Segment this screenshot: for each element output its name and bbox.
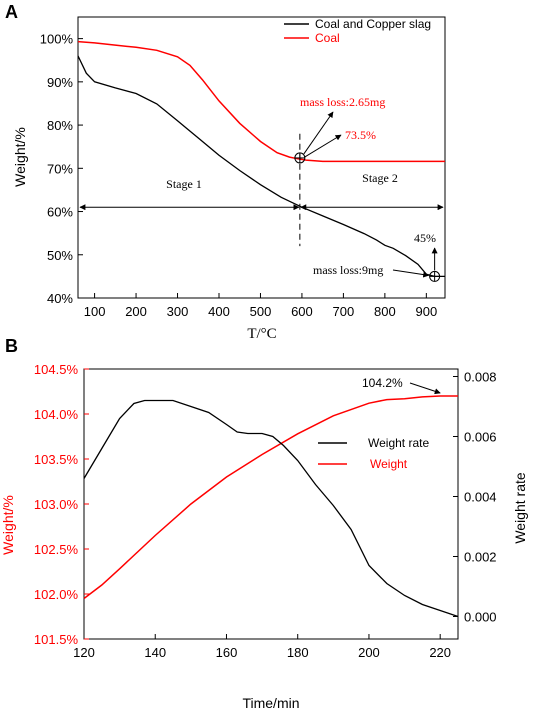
panel-b-ylabel-left: Weight/% bbox=[0, 495, 16, 555]
b-y-left-tick-label: 103.5% bbox=[34, 452, 79, 467]
b-y-left-tick-label: 101.5% bbox=[34, 632, 79, 647]
a-x-tick-label: 400 bbox=[208, 304, 230, 319]
a-y-tick-label: 60% bbox=[47, 205, 73, 220]
panel-a-label: A bbox=[5, 2, 18, 22]
annotation-45: 45% bbox=[414, 231, 436, 245]
b-x-tick-label: 160 bbox=[216, 645, 238, 660]
marker-mix-end bbox=[429, 270, 441, 282]
b-y-right-tick-label: 0.008 bbox=[464, 370, 497, 385]
panel-b-label: B bbox=[5, 336, 18, 356]
a-x-tick-label: 600 bbox=[291, 304, 313, 319]
series-coal-line bbox=[77, 40, 445, 163]
b-x-tick-label: 220 bbox=[429, 645, 451, 660]
annotation-mass-loss-coal: mass loss:2.65mg bbox=[300, 95, 385, 109]
a-x-tick-label: 800 bbox=[374, 304, 396, 319]
annotation-73-5: 73.5% bbox=[345, 128, 376, 142]
b-x-tick-label: 200 bbox=[358, 645, 380, 660]
panel-b-ylabel-right: Weight rate bbox=[512, 472, 528, 544]
annotation-arrow-104-2 bbox=[409, 382, 441, 395]
b-y-left-tick-label: 104.0% bbox=[34, 407, 79, 422]
a-x-tick-label: 200 bbox=[125, 304, 147, 319]
legend-b-label-rate: Weight rate bbox=[368, 436, 429, 450]
b-y-left-tick-label: 103.0% bbox=[34, 497, 79, 512]
legend-b-label-weight: Weight bbox=[370, 457, 408, 471]
panel-a-plot-frame bbox=[77, 16, 446, 299]
annotation-mass-loss-mix: mass loss:9mg bbox=[313, 263, 383, 277]
a-x-tick-label: 300 bbox=[167, 304, 189, 319]
series-weight-line bbox=[83, 395, 458, 600]
b-y-right-tick-label: 0.006 bbox=[464, 430, 497, 445]
series-coal-and-copper-slag-line bbox=[77, 55, 445, 278]
panel-a-xlabel: T/°C bbox=[247, 326, 276, 342]
b-y-right-tick-label: 0.000 bbox=[464, 610, 497, 625]
annotation-arrow-73-5 bbox=[304, 134, 342, 158]
legend-a-label-mix: Coal and Copper slag bbox=[315, 17, 431, 31]
b-y-right-tick-label: 0.004 bbox=[464, 490, 497, 505]
legend-a-label-coal: Coal bbox=[315, 31, 340, 45]
panel-a-ylabel: Weight/% bbox=[12, 127, 28, 187]
series-weight-rate-line bbox=[83, 399, 459, 618]
a-x-tick-label: 100 bbox=[84, 304, 106, 319]
a-y-tick-label: 40% bbox=[47, 291, 73, 306]
b-x-tick-label: 180 bbox=[287, 645, 309, 660]
b-y-left-tick-label: 104.5% bbox=[34, 362, 79, 377]
marker-coal-inflection bbox=[294, 152, 306, 164]
b-x-tick-label: 120 bbox=[73, 645, 95, 660]
a-y-tick-label: 100% bbox=[40, 32, 74, 47]
b-x-tick-label: 140 bbox=[144, 645, 166, 660]
b-y-left-tick-label: 102.5% bbox=[34, 542, 79, 557]
annotation-arrow-mass-loss-mix bbox=[392, 269, 430, 278]
stage-2-label: Stage 2 bbox=[362, 171, 398, 185]
panel-b-plot-frame bbox=[83, 368, 459, 640]
a-x-tick-label: 500 bbox=[250, 304, 272, 319]
stage-1-label: Stage 1 bbox=[166, 177, 202, 191]
b-y-left-tick-label: 102.0% bbox=[34, 587, 79, 602]
annotation-104-2: 104.2% bbox=[362, 376, 403, 390]
a-y-tick-label: 80% bbox=[47, 118, 73, 133]
b-y-right-tick-label: 0.002 bbox=[464, 550, 497, 565]
panel-b-xlabel: Time/min bbox=[242, 695, 299, 711]
a-x-tick-label: 700 bbox=[333, 304, 355, 319]
a-x-tick-label: 900 bbox=[415, 304, 437, 319]
a-y-tick-label: 70% bbox=[47, 161, 73, 176]
annotation-arrow-mass-loss-coal bbox=[303, 111, 334, 155]
a-y-tick-label: 50% bbox=[47, 248, 73, 263]
a-y-tick-label: 90% bbox=[47, 75, 73, 90]
